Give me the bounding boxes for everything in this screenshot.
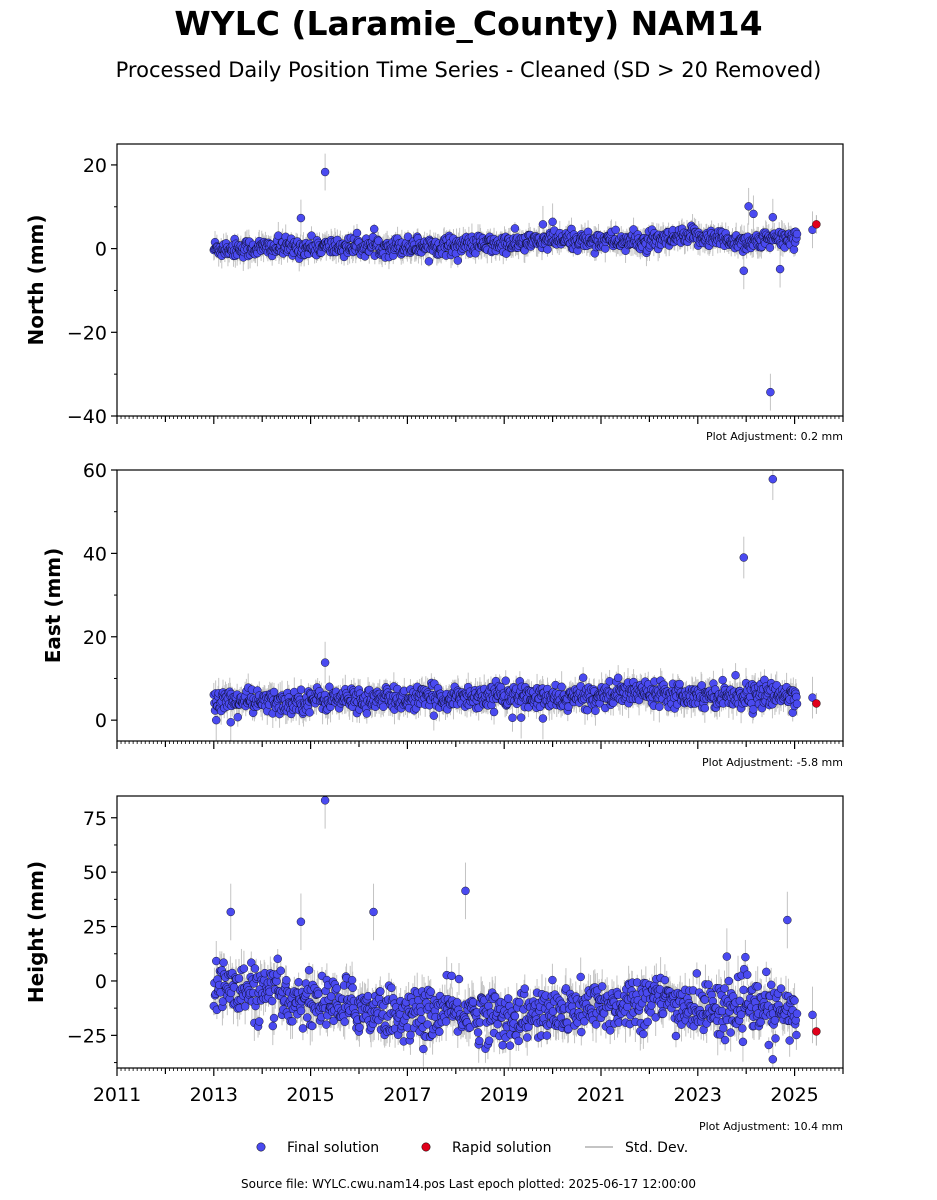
- outlier-point: [516, 713, 526, 722]
- data-point: [501, 676, 510, 685]
- data-point: [453, 256, 462, 265]
- outlier-point: [320, 167, 330, 177]
- outlier-point: [320, 658, 330, 667]
- plot-frame: [116, 143, 844, 417]
- chart-subtitle: Processed Daily Position Time Series - C…: [115, 58, 822, 82]
- data-point: [233, 712, 242, 722]
- data-point: [718, 675, 727, 685]
- data-point: [792, 699, 802, 709]
- data-point: [508, 713, 517, 722]
- y-axis-label: East (mm): [41, 548, 65, 664]
- data-point: [749, 705, 758, 714]
- panel-1: −40 −20 0 20 North (mm) Plot Adjustment: 0.2 …: [24, 143, 844, 443]
- data-point: [591, 706, 600, 715]
- std-dev-bars: [213, 153, 814, 411]
- data-point: [370, 224, 379, 234]
- outlier-point: [296, 213, 306, 223]
- data-point: [296, 685, 306, 694]
- outlier-point: [768, 474, 778, 484]
- data-point: [675, 679, 684, 689]
- y-tick-label: 20: [83, 155, 107, 177]
- data-point: [731, 671, 740, 680]
- data-point: [424, 257, 434, 266]
- plot-area: [209, 470, 821, 741]
- y-tick-label: 0: [95, 710, 107, 732]
- final-solution-points: [209, 474, 817, 727]
- y-tick-label: 60: [83, 460, 107, 482]
- final-solution-points: [209, 167, 817, 397]
- y-tick-label: −20: [67, 322, 107, 344]
- data-point: [613, 673, 623, 683]
- y-tick-label: 40: [83, 543, 107, 565]
- data-point: [789, 245, 799, 254]
- panel-2: 0 20 40 60 East (mm) Plot Adjustment: -5.8 mm: [41, 460, 844, 769]
- data-point: [510, 224, 520, 233]
- outlier-point: [212, 715, 221, 725]
- data-point: [611, 225, 620, 235]
- outlier-point: [226, 718, 235, 727]
- outlier-point: [739, 553, 748, 562]
- data-point: [655, 702, 664, 711]
- data-point: [403, 232, 413, 241]
- data-point: [697, 681, 706, 690]
- outlier-point: [739, 266, 748, 275]
- panels-layer: −40 −20 0 20 North (mm) Plot Adjustment: 0.2 …: [24, 143, 844, 1133]
- data-point: [792, 229, 802, 239]
- rapid-solution-point: [812, 220, 821, 229]
- chart-title: WYLC (Laramie_County) NAM14: [174, 4, 763, 43]
- rapid-solution-point: [812, 699, 821, 708]
- y-tick-label: −40: [67, 406, 107, 428]
- y-tick-label: 0: [95, 239, 107, 261]
- outlier-point: [548, 217, 557, 227]
- plot-area: [209, 153, 821, 411]
- data-point: [307, 231, 316, 240]
- outlier-point: [744, 202, 753, 211]
- data-point: [765, 243, 775, 252]
- plot-area: [209, 796, 821, 1068]
- plot-adjustment-note: Plot Adjustment: -5.8 mm: [702, 756, 843, 769]
- data-point: [489, 707, 499, 717]
- data-point: [269, 687, 279, 697]
- y-tick-label: 20: [83, 627, 107, 649]
- data-point: [557, 682, 566, 692]
- outlier-point: [538, 220, 548, 229]
- outlier-point: [766, 387, 775, 397]
- outlier-point: [768, 213, 778, 222]
- outlier-point: [775, 264, 785, 274]
- outlier-point: [538, 714, 548, 723]
- data-point: [325, 682, 334, 692]
- data-point: [352, 228, 362, 238]
- plot-adjustment-note: Plot Adjustment: 0.2 mm: [706, 430, 843, 443]
- y-axis-label: North (mm): [24, 214, 48, 345]
- data-point: [578, 673, 588, 682]
- data-point: [564, 702, 573, 711]
- data-point: [700, 703, 710, 713]
- data-point: [362, 709, 372, 718]
- outlier-point: [749, 209, 758, 219]
- data-point: [543, 245, 552, 254]
- data-point: [305, 708, 314, 717]
- data-point: [429, 711, 439, 720]
